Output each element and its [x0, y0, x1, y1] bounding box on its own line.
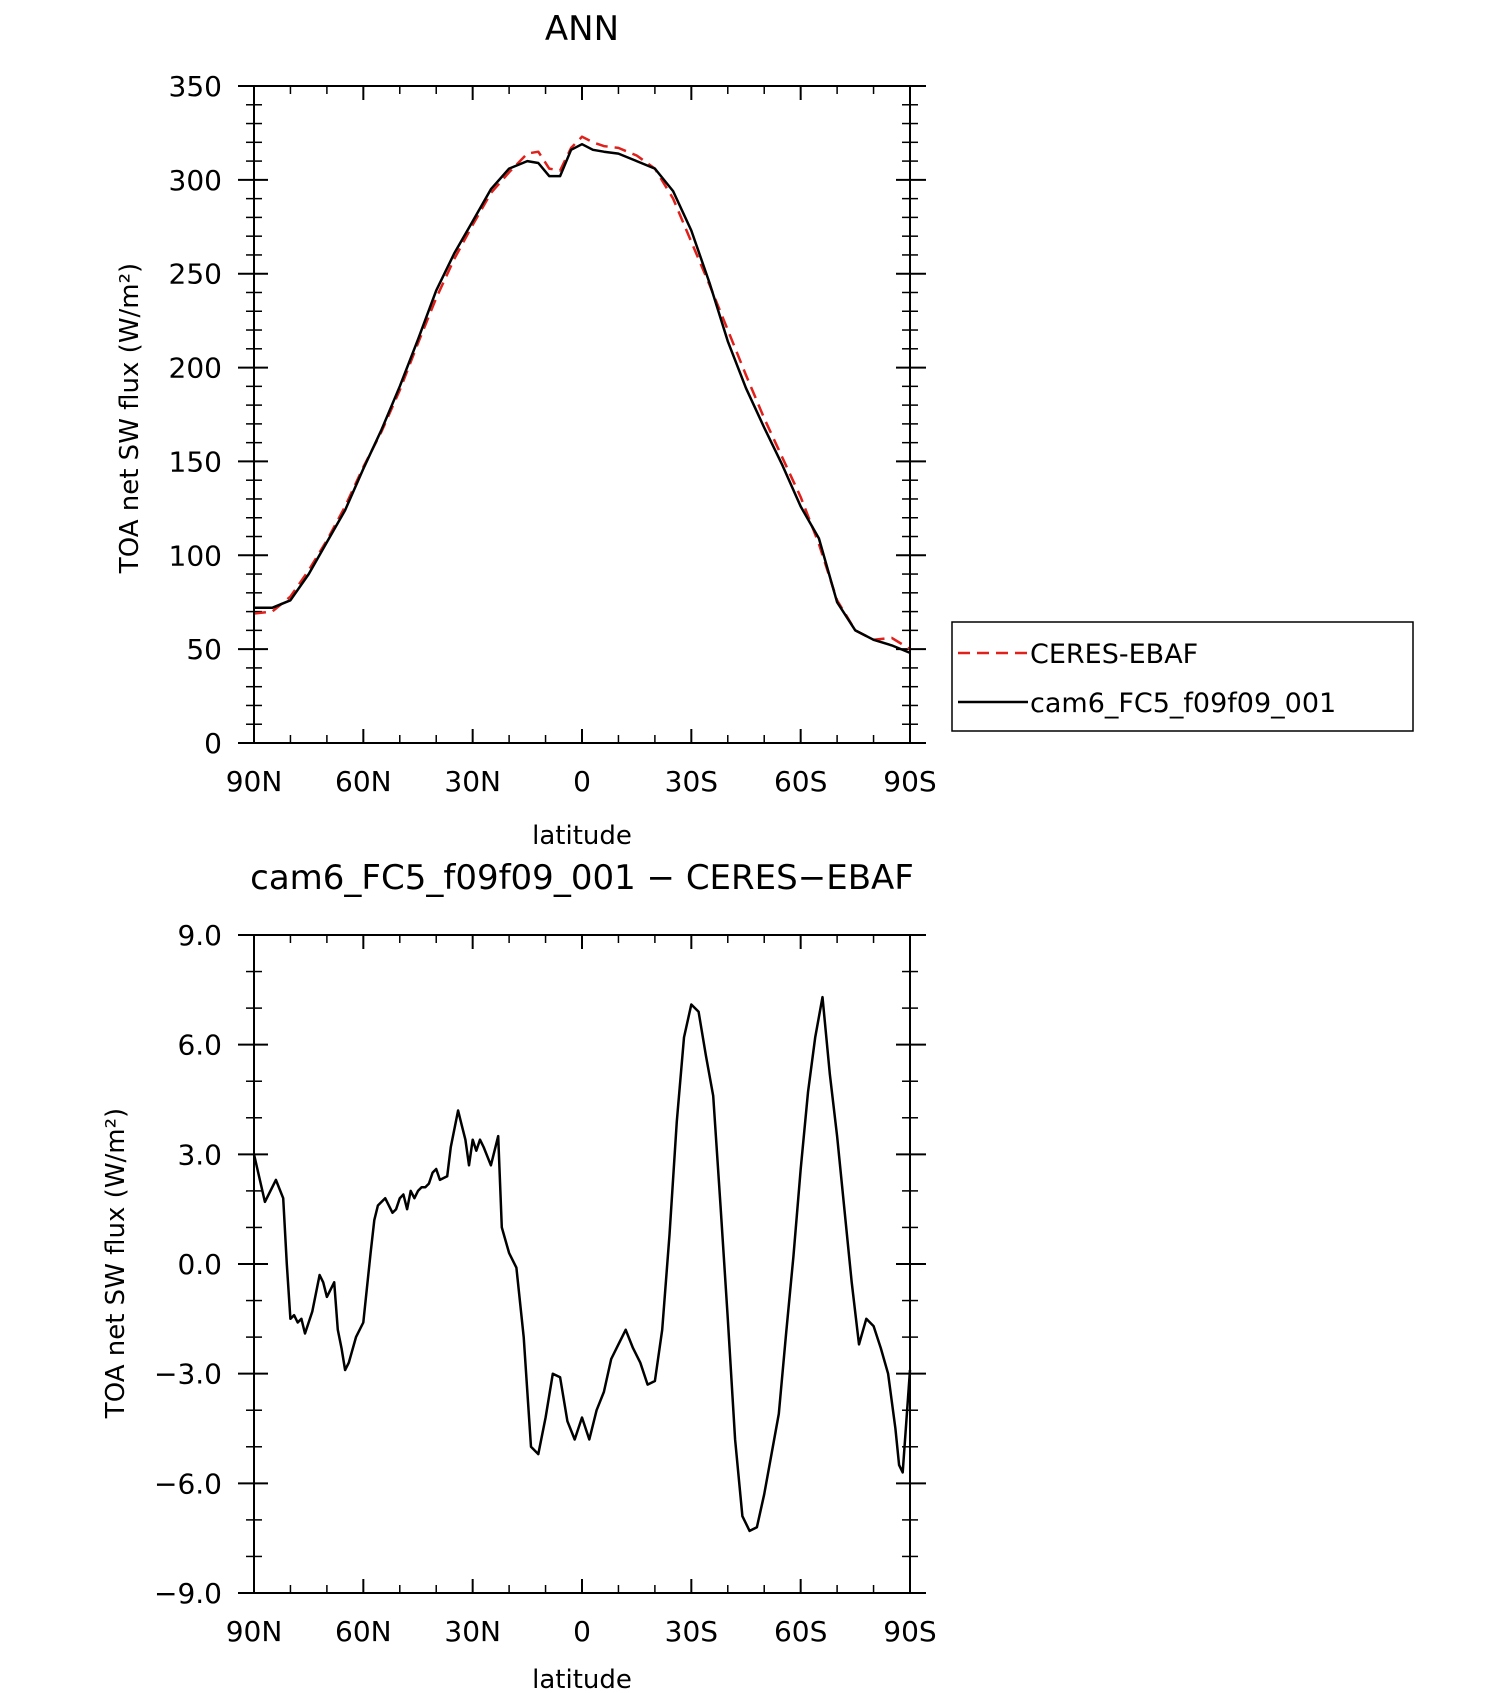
legend-box	[951, 621, 1414, 732]
bottom-chart-title: cam6_FC5_f09f09_001 − CERES−EBAF	[250, 858, 914, 898]
bottom-xlabel: latitude	[532, 1665, 632, 1693]
bottom-tick-labels: 90N 60N 30N 0 30S 60S 90S −9.0 −6.0 −3.0 0.0 3.0 6.0…	[154, 919, 937, 1648]
top-xtick-label: 90N	[226, 765, 283, 798]
top-plot-frame	[253, 85, 911, 744]
bottom-axis-ticks	[238, 934, 926, 1594]
top-series-line-ceres-ebaf	[253, 135, 911, 651]
bottom-ytick-label: 9.0	[177, 919, 222, 952]
top-ytick-label: 100	[169, 539, 222, 572]
top-series-line-cam6-fc5-f09f09-001	[254, 142, 911, 655]
top-ytick-label: 200	[169, 352, 222, 385]
bottom-ytick-label: 0.0	[177, 1248, 222, 1281]
legend: CERES-EBAF cam6_FC5_f09f09_001	[951, 621, 1414, 732]
bottom-ytick-label: 6.0	[177, 1029, 222, 1062]
top-ytick-label: 300	[169, 164, 222, 197]
bottom-series-lines	[252, 995, 912, 1533]
bottom-xtick-label: 90S	[883, 1615, 936, 1648]
bottom-xtick-label: 0	[573, 1615, 591, 1648]
bottom-ytick-label: −9.0	[154, 1577, 222, 1610]
top-xlabel: latitude	[532, 821, 632, 851]
top-ylabel: TOA net SW flux (W/m²)	[115, 263, 145, 574]
legend-label-ceres: CERES-EBAF	[1030, 639, 1198, 670]
top-ytick-label: 0	[204, 727, 222, 760]
bottom-ytick-label: −3.0	[154, 1358, 222, 1391]
bottom-ylabel: TOA net SW flux (W/m²)	[101, 1108, 131, 1419]
bottom-panel: cam6_FC5_f09f09_001 − CERES−EBAF TOA net…	[101, 858, 937, 1693]
bottom-xtick-label: 60S	[774, 1615, 827, 1648]
top-axis-ticks	[238, 85, 926, 744]
bottom-ytick-label: −6.0	[154, 1467, 222, 1500]
top-xtick-label: 0	[573, 765, 591, 798]
top-series-lines	[253, 135, 911, 655]
bottom-xtick-label: 30S	[665, 1615, 718, 1648]
bottom-xtick-label: 90N	[226, 1615, 283, 1648]
top-xtick-label: 90S	[883, 765, 936, 798]
legend-label-cam6: cam6_FC5_f09f09_001	[1030, 688, 1336, 719]
top-ytick-label: 250	[169, 258, 222, 291]
top-panel: ANN TOA net SW flux (W/m²) latitude 90N 6…	[115, 9, 937, 851]
top-xtick-label: 60S	[774, 765, 827, 798]
top-ytick-label: 150	[169, 445, 222, 478]
top-ytick-label: 350	[169, 70, 222, 103]
top-tick-labels: 90N 60N 30N 0 30S 60S 90S 0 50 100 150 200 250 300 350	[169, 70, 937, 798]
top-xtick-label: 30N	[444, 765, 501, 798]
top-xtick-label: 30S	[665, 765, 718, 798]
bottom-xtick-label: 60N	[335, 1615, 392, 1648]
bottom-series-line-0	[252, 995, 912, 1533]
top-chart-title: ANN	[545, 9, 619, 49]
top-xtick-label: 60N	[335, 765, 392, 798]
bottom-ytick-label: 3.0	[177, 1138, 222, 1171]
top-ytick-label: 50	[186, 633, 222, 666]
bottom-plot-frame	[253, 934, 911, 1594]
bottom-xtick-label: 30N	[444, 1615, 501, 1648]
